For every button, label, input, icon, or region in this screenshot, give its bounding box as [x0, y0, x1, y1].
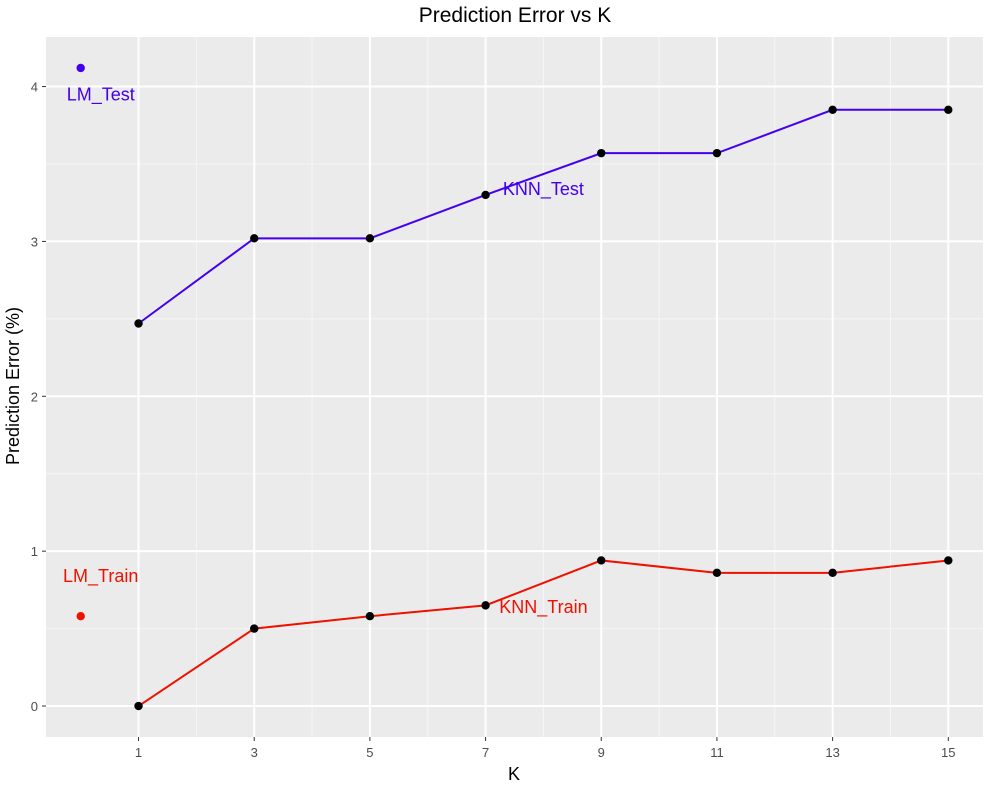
- lm-test-point: [76, 63, 85, 73]
- x-tick-label: 3: [251, 745, 258, 760]
- knn-train-label: KNN_Train: [499, 597, 587, 618]
- lm-test-label: LM_Test: [67, 84, 135, 105]
- knn-train-point: [828, 568, 837, 578]
- x-tick-label: 7: [482, 745, 489, 760]
- x-tick-label: 11: [710, 745, 724, 760]
- knn-train-point: [365, 612, 375, 621]
- knn-test-line: [137, 108, 949, 325]
- y-tick-label: 1: [31, 544, 38, 559]
- y-tick-label: 4: [31, 80, 38, 95]
- y-tick-label: 3: [31, 234, 38, 249]
- lm-train-point: [76, 612, 85, 621]
- knn-train-point: [134, 701, 143, 711]
- knn-test-label: KNN_Test: [503, 179, 584, 200]
- knn-test-point: [712, 148, 722, 158]
- plot-panel: [46, 37, 983, 737]
- knn-test-point: [481, 190, 490, 200]
- lm-train-label: LM_Train: [63, 566, 138, 587]
- chart-title: Prediction Error vs K: [419, 4, 612, 27]
- knn-test-point: [134, 319, 143, 328]
- x-tick-label: 5: [366, 745, 373, 760]
- x-tick-label: 15: [941, 745, 955, 760]
- x-tick-label: 9: [598, 745, 605, 760]
- knn-train-point: [944, 556, 953, 565]
- x-axis-label: K: [508, 764, 520, 784]
- knn-test-point: [250, 234, 259, 243]
- knn-test-point: [944, 105, 953, 114]
- knn-train-line: [137, 559, 949, 707]
- x-tick-label: 13: [825, 745, 839, 760]
- knn-test-point: [828, 105, 837, 114]
- y-axis-label: Prediction Error (%): [3, 307, 23, 465]
- knn-test-point: [365, 234, 375, 243]
- y-tick-label: 0: [31, 699, 38, 714]
- knn-train-point: [597, 556, 606, 565]
- y-tick-label: 2: [31, 389, 38, 404]
- x-tick-label: 1: [135, 745, 142, 760]
- knn-train-point: [712, 568, 722, 578]
- knn-test-point: [597, 148, 606, 158]
- plot-layer: 1 3 5 7 9 11 13 1501234KNN_TestKNN_TrainLM_Test…: [31, 37, 983, 760]
- knn-train-point: [481, 601, 490, 610]
- knn-train-point: [250, 624, 259, 633]
